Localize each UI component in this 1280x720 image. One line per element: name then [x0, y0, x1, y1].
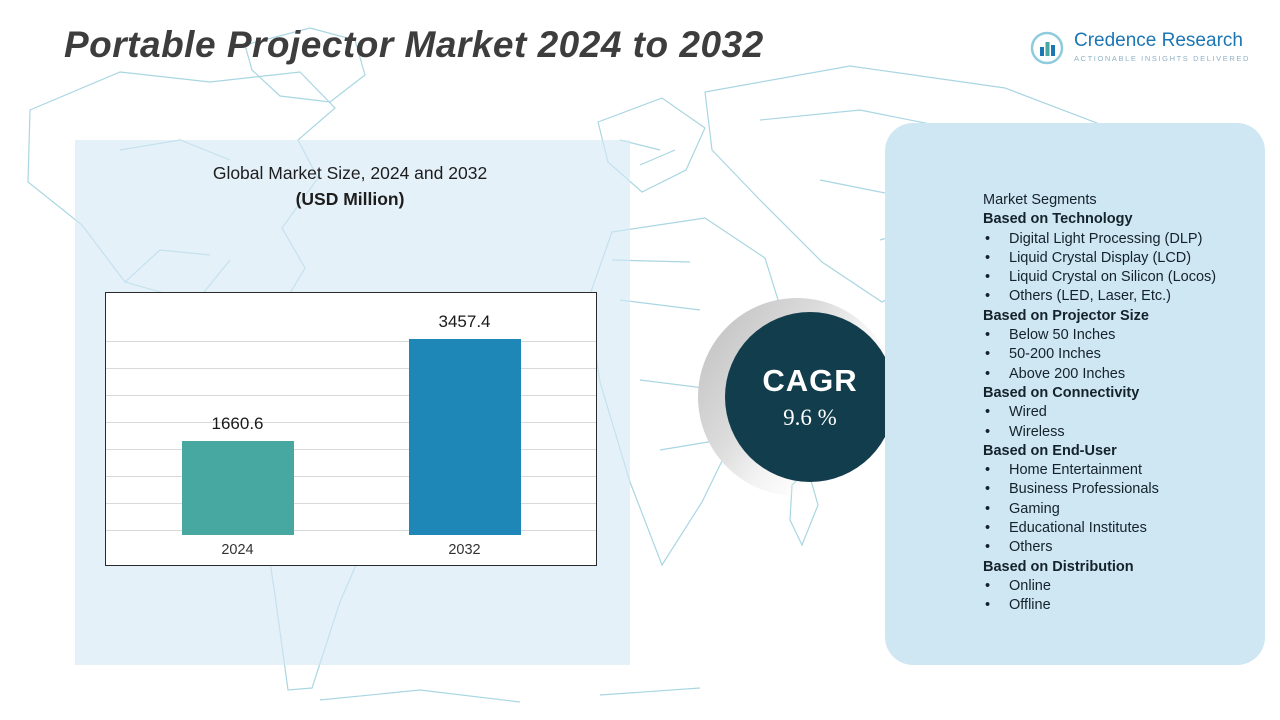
- segment-item-label: Above 200 Inches: [1009, 365, 1126, 382]
- segment-item: • Above 200 Inches: [983, 365, 1237, 384]
- segment-item: • Gaming: [983, 500, 1237, 519]
- logo-text: Credence Research Actionable Insights De…: [1074, 30, 1250, 63]
- logo-name: Credence Research: [1073, 30, 1243, 51]
- cagr-badge: CAGR 9.6 %: [698, 298, 896, 496]
- segment-item-label: Home Entertainment: [1009, 462, 1142, 479]
- bullet-icon: •: [985, 249, 991, 266]
- market-size-panel: Global Market Size, 2024 and 2032 (USD M…: [75, 140, 630, 665]
- segment-item-label: Wireless: [1009, 423, 1065, 440]
- segment-item-label: Wired: [1009, 404, 1047, 421]
- segment-item: • Others: [983, 538, 1237, 557]
- market-segments-panel: Market Segments Based on Technology • Digi…: [885, 123, 1265, 665]
- segments-title: Market Segments: [983, 192, 1097, 208]
- bullet-icon: •: [985, 288, 991, 305]
- bullet-icon: •: [985, 423, 991, 440]
- segment-item: • Wireless: [983, 423, 1237, 442]
- bullet-icon: •: [985, 539, 991, 556]
- segment-item: • Wired: [983, 403, 1237, 422]
- bullet-icon: •: [985, 481, 991, 498]
- chart-title-line2: (USD Million): [295, 189, 405, 209]
- segment-item-label: Offline: [1009, 597, 1051, 614]
- bullet-icon: •: [985, 327, 991, 344]
- bar-value-label: 1660.6: [211, 414, 264, 433]
- segment-group-heading: Based on Distribution: [983, 558, 1134, 575]
- page-title: Portable Projector Market 2024 to 2032: [64, 24, 764, 65]
- cagr-label: CAGR: [762, 363, 858, 398]
- segment-item-label: Educational Institutes: [1009, 520, 1147, 537]
- credence-research-logo: Credence Research Actionable Insights De…: [1029, 30, 1250, 66]
- cagr-circle: CAGR 9.6 %: [725, 312, 895, 482]
- logo-icon: [1030, 31, 1064, 65]
- bar-value-label: 3457.4: [438, 312, 491, 331]
- segment-item: • Educational Institutes: [983, 519, 1237, 538]
- bar-2024: [181, 441, 294, 535]
- bullet-icon: •: [985, 346, 991, 363]
- bar-chart: 1660.6 2024 3457.4 2032: [105, 292, 597, 566]
- bar-2032: [408, 339, 521, 535]
- segment-item-label: 50-200 Inches: [1009, 346, 1101, 363]
- segment-item: • 50-200 Inches: [983, 345, 1237, 364]
- chart-title: Global Market Size, 2024 and 2032 (USD M…: [105, 160, 595, 212]
- chart-title-line1: Global Market Size, 2024 and 2032: [212, 163, 488, 183]
- segment-item: • Business Professionals: [983, 480, 1237, 499]
- segment-item-label: Others (LED, Laser, Etc.): [1009, 288, 1171, 305]
- segment-group-heading: Based on Connectivity: [983, 384, 1140, 401]
- segment-item: • Below 50 Inches: [983, 326, 1237, 345]
- bullet-icon: •: [985, 404, 991, 421]
- segment-group-heading: Based on Projector Size: [983, 307, 1149, 324]
- logo-tagline: Actionable Insights Delivered: [1073, 54, 1250, 63]
- segment-item: • Others (LED, Laser, Etc.): [983, 287, 1237, 306]
- segment-group-heading: Based on Technology: [983, 211, 1133, 228]
- bullet-icon: •: [985, 365, 991, 382]
- segment-item-label: Gaming: [1009, 500, 1060, 517]
- segment-group-heading: Based on End-User: [983, 442, 1117, 459]
- segment-item-label: Business Professionals: [1009, 481, 1159, 498]
- segment-item: • Digital Light Processing (DLP): [983, 230, 1237, 249]
- bar-group-2024: 1660.6 2024: [181, 414, 294, 565]
- bar-plot: 1660.6 2024 3457.4 2032: [106, 293, 596, 565]
- segment-item-label: Below 50 Inches: [1009, 327, 1116, 344]
- bullet-icon: •: [985, 500, 991, 517]
- segment-item-label: Liquid Crystal on Silicon (Locos): [1009, 269, 1217, 286]
- bar-group-2032: 3457.4 2032: [408, 312, 521, 565]
- bullet-icon: •: [985, 230, 991, 247]
- bullet-icon: •: [985, 520, 991, 537]
- segment-item: • Liquid Crystal Display (LCD): [983, 249, 1237, 268]
- segment-item-label: Others: [1009, 539, 1053, 556]
- segment-item-label: Digital Light Processing (DLP): [1009, 230, 1203, 247]
- segment-item-label: Liquid Crystal Display (LCD): [1009, 249, 1192, 266]
- bar-category-label: 2024: [221, 542, 254, 558]
- bullet-icon: •: [985, 462, 991, 479]
- segment-item-label: Online: [1009, 577, 1051, 594]
- bullet-icon: •: [985, 577, 991, 594]
- bar-category-label: 2032: [448, 542, 481, 558]
- segment-item: • Liquid Crystal on Silicon (Locos): [983, 268, 1237, 287]
- segment-item: • Home Entertainment: [983, 461, 1237, 480]
- bullet-icon: •: [985, 597, 991, 614]
- bullet-icon: •: [985, 269, 991, 286]
- segments-list: Based on Technology • Digital Light Proces…: [983, 210, 1237, 615]
- segment-item: • Online: [983, 577, 1237, 596]
- cagr-value: 9.6 %: [783, 405, 837, 430]
- segment-item: • Offline: [983, 596, 1237, 615]
